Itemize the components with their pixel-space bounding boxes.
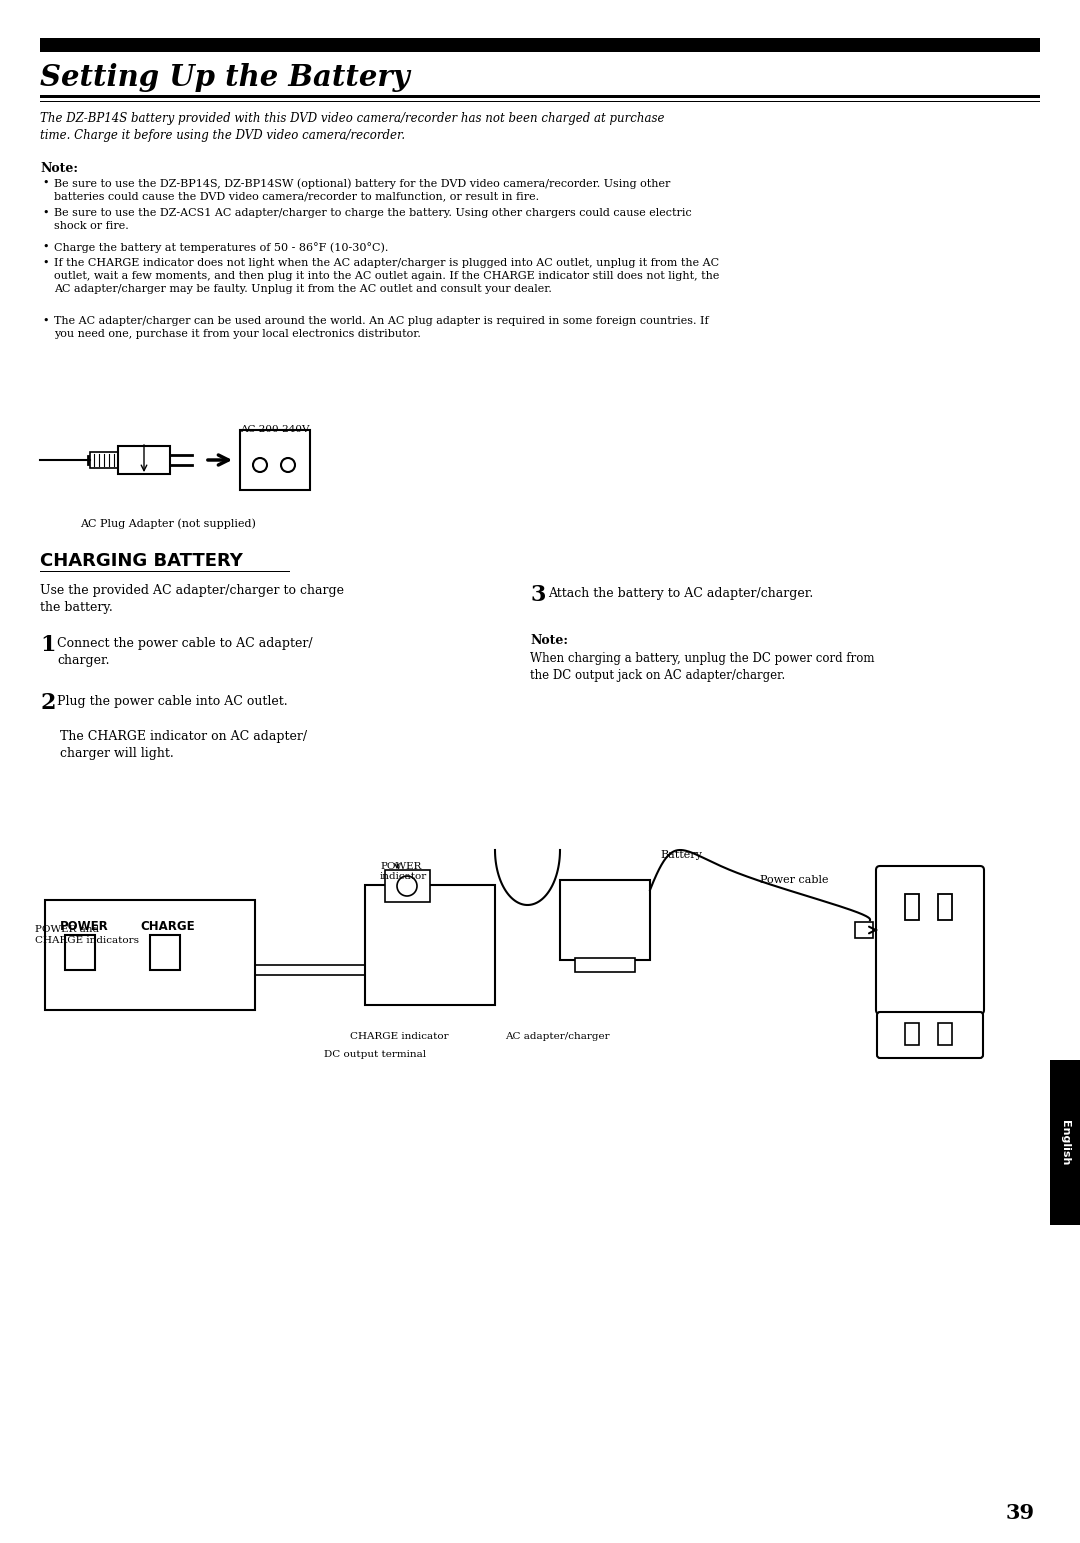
- Text: AC Plug Adapter (not supplied): AC Plug Adapter (not supplied): [80, 518, 256, 529]
- Bar: [939, 1023, 951, 1045]
- Bar: [905, 893, 919, 920]
- Bar: [40, 96, 1040, 99]
- Bar: [150, 935, 180, 971]
- Text: •: •: [42, 177, 49, 188]
- Text: CHARGE indicator: CHARGE indicator: [350, 1032, 448, 1042]
- Text: The CHARGE indicator on AC adapter/
charger will light.: The CHARGE indicator on AC adapter/ char…: [60, 730, 307, 761]
- Text: The AC adapter/charger can be used around the world. An AC plug adapter is requi: The AC adapter/charger can be used aroun…: [54, 316, 708, 339]
- Text: POWER
indicator: POWER indicator: [380, 863, 428, 881]
- Bar: [90, 452, 118, 468]
- Text: If the CHARGE indicator does not light when the AC adapter/charger is plugged in: If the CHARGE indicator does not light w…: [54, 258, 719, 293]
- Text: English: English: [1059, 1120, 1070, 1165]
- Bar: [939, 893, 951, 920]
- Bar: [65, 935, 95, 971]
- Text: Note:: Note:: [530, 634, 568, 647]
- Text: Attach the battery to AC adapter/charger.: Attach the battery to AC adapter/charger…: [548, 586, 813, 600]
- Text: The DZ-BP14S battery provided with this DVD video camera/recorder has not been c: The DZ-BP14S battery provided with this …: [40, 113, 664, 142]
- Text: 1: 1: [40, 634, 55, 656]
- Bar: [905, 1023, 919, 1045]
- FancyBboxPatch shape: [877, 1012, 983, 1058]
- Text: AC adapter/charger: AC adapter/charger: [505, 1032, 609, 1042]
- Text: Plug the power cable into AC outlet.: Plug the power cable into AC outlet.: [57, 694, 287, 708]
- Text: Battery: Battery: [660, 850, 702, 859]
- Bar: [575, 958, 635, 972]
- Text: 3: 3: [530, 583, 545, 606]
- Text: •: •: [42, 316, 49, 326]
- Text: Be sure to use the DZ-ACS1 AC adapter/charger to charge the battery. Using other: Be sure to use the DZ-ACS1 AC adapter/ch…: [54, 208, 692, 231]
- Text: 39: 39: [1005, 1503, 1035, 1523]
- Text: Connect the power cable to AC adapter/
charger.: Connect the power cable to AC adapter/ c…: [57, 637, 312, 667]
- Text: •: •: [42, 242, 49, 252]
- Text: CHARGE: CHARGE: [140, 920, 194, 934]
- Bar: [40, 39, 1040, 52]
- Text: •: •: [42, 208, 49, 218]
- Text: •: •: [42, 258, 49, 268]
- Text: When charging a battery, unplug the DC power cord from
the DC output jack on AC : When charging a battery, unplug the DC p…: [530, 653, 875, 682]
- Text: Power cable: Power cable: [760, 875, 828, 886]
- Bar: [855, 923, 873, 938]
- Text: Charge the battery at temperatures of 50 - 86°F (10-30°C).: Charge the battery at temperatures of 50…: [54, 242, 389, 253]
- Text: Note:: Note:: [40, 162, 78, 174]
- Bar: [561, 880, 650, 960]
- Bar: [45, 900, 255, 1011]
- Bar: [1050, 1060, 1080, 1225]
- Bar: [118, 446, 170, 474]
- Text: Setting Up the Battery: Setting Up the Battery: [40, 63, 409, 93]
- Text: POWER: POWER: [60, 920, 109, 934]
- FancyBboxPatch shape: [876, 866, 984, 1014]
- Text: Use the provided AC adapter/charger to charge
the battery.: Use the provided AC adapter/charger to c…: [40, 583, 345, 614]
- Text: CHARGING BATTERY: CHARGING BATTERY: [40, 552, 243, 569]
- Bar: [384, 870, 430, 903]
- Text: Be sure to use the DZ-BP14S, DZ-BP14SW (optional) battery for the DVD video came: Be sure to use the DZ-BP14S, DZ-BP14SW (…: [54, 177, 671, 202]
- Text: POWER and
CHARGE indicators: POWER and CHARGE indicators: [35, 924, 139, 946]
- Bar: [240, 430, 310, 491]
- Bar: [365, 886, 495, 1004]
- Text: DC output terminal: DC output terminal: [324, 1049, 427, 1058]
- Text: 2: 2: [40, 691, 55, 714]
- Text: AC 200-240V: AC 200-240V: [240, 424, 310, 434]
